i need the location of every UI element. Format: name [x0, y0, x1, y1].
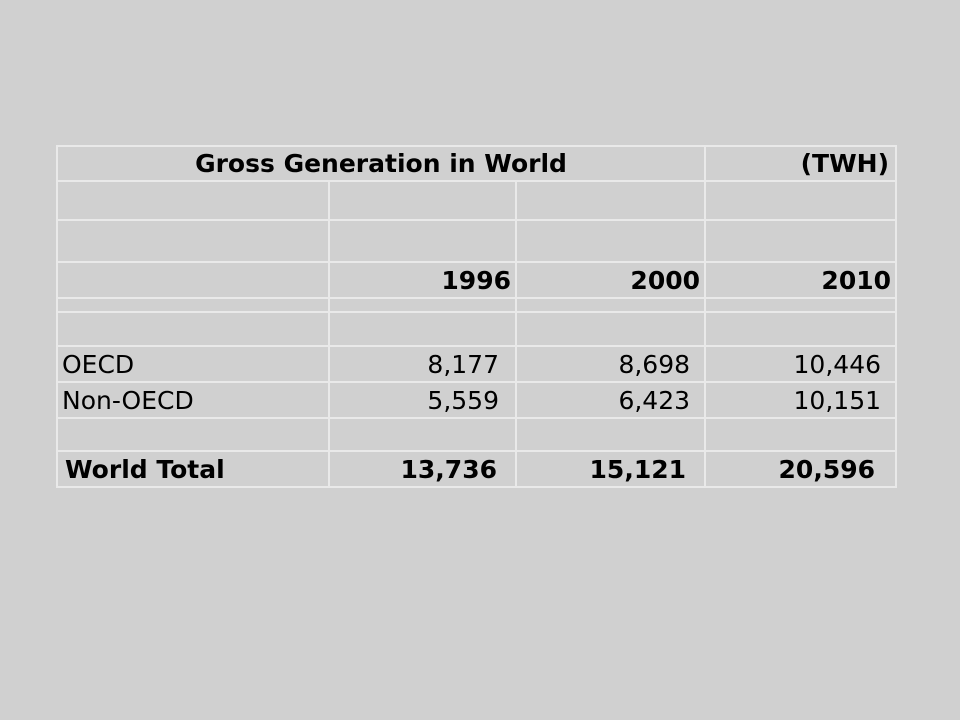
empty-cell — [56, 261, 330, 299]
year-header: 1996 — [328, 261, 517, 299]
empty-cell — [56, 297, 330, 313]
value-cell: 8,698 — [514, 345, 707, 383]
blank-row — [56, 219, 898, 263]
value-cell: 8,177 — [328, 345, 517, 383]
year-header-row: 1996 2000 2010 — [56, 261, 898, 299]
empty-cell — [328, 311, 517, 347]
total-value: 20,596 — [704, 450, 898, 488]
table-row: OECD 8,177 8,698 10,446 — [56, 345, 898, 383]
blank-row — [56, 417, 898, 452]
empty-cell — [56, 180, 330, 221]
empty-cell — [514, 219, 707, 263]
blank-row — [56, 311, 898, 347]
table-row: Non-OECD 5,559 6,423 10,151 — [56, 381, 898, 419]
empty-cell — [514, 297, 707, 313]
total-label: World Total — [56, 450, 330, 488]
empty-cell — [56, 219, 330, 263]
year-header: 2000 — [514, 261, 707, 299]
value-cell: 5,559 — [328, 381, 517, 419]
empty-cell — [704, 219, 898, 263]
generation-table: Gross Generation in World (TWH) 1996 200… — [55, 145, 898, 488]
empty-cell — [514, 180, 707, 221]
value-cell: 10,446 — [704, 345, 898, 383]
empty-cell — [328, 417, 517, 452]
title-row: Gross Generation in World (TWH) — [55, 145, 898, 182]
table-title: Gross Generation in World — [55, 145, 707, 182]
empty-cell — [56, 311, 330, 347]
empty-cell — [514, 311, 707, 347]
empty-cell — [328, 219, 517, 263]
year-header: 2010 — [704, 261, 898, 299]
total-row: World Total 13,736 15,121 20,596 — [56, 450, 898, 488]
row-label: Non-OECD — [56, 381, 330, 419]
value-cell: 10,151 — [704, 381, 898, 419]
row-label: OECD — [56, 345, 330, 383]
empty-cell — [704, 180, 898, 221]
value-cell: 6,423 — [514, 381, 707, 419]
empty-cell — [328, 297, 517, 313]
empty-cell — [704, 311, 898, 347]
unit-label: (TWH) — [704, 145, 898, 182]
blank-row — [56, 297, 898, 313]
total-value: 15,121 — [514, 450, 707, 488]
empty-cell — [328, 180, 517, 221]
empty-cell — [56, 417, 330, 452]
empty-cell — [704, 417, 898, 452]
empty-cell — [704, 297, 898, 313]
total-value: 13,736 — [328, 450, 517, 488]
blank-row — [56, 180, 898, 221]
empty-cell — [514, 417, 707, 452]
